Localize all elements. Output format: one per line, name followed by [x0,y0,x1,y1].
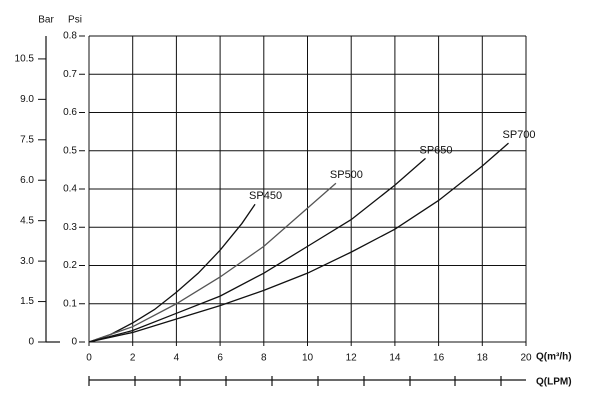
y-tick-label: 0.4 [63,184,77,195]
x2-axis-label: Q(LPM) [536,377,572,388]
y2-tick-label: 6.0 [20,175,34,186]
x-tick-label: 8 [261,353,267,364]
series-line [88,203,256,343]
x2-axis-ticks [88,376,502,386]
x-tick-label: 16 [433,353,445,364]
series-label: SP500 [330,169,363,181]
x-tick-label: 10 [302,353,314,364]
y-axis-label: Psi [68,15,82,26]
y2-tick-label: 4.5 [20,215,34,226]
x-tick-label: 6 [217,353,223,364]
y2-tick-label: 7.5 [20,134,34,145]
y2-tick-label: 1.5 [20,296,34,307]
y-tick-label: 0.6 [63,107,77,118]
series-label: SP700 [503,129,536,141]
y2-tick-label: 9.0 [20,94,34,105]
x-tick-label: 14 [389,353,401,364]
y2-axis-label: Bar [38,15,54,26]
x-tick-label: 2 [130,353,136,364]
y-tick-label: 0.7 [63,69,77,80]
y-tick-label: 0.2 [63,260,77,271]
x-tick-label: 0 [86,353,92,364]
y-tick-label: 0.8 [63,31,77,42]
x-tick-label: 18 [477,353,489,364]
y2-tick-label: 3.0 [20,256,34,267]
y2-tick-label: 10.5 [15,54,35,65]
x-tick-label: 20 [520,353,532,364]
series-line [88,142,509,343]
y-tick-label: 0.3 [63,222,77,233]
x-tick-label: 12 [346,353,358,364]
y-tick-label: 0.5 [63,145,77,156]
series-line [88,157,426,343]
series-label: SP450 [249,190,282,202]
x-tick-label: 4 [174,353,180,364]
y2-tick-label: 0 [28,337,34,348]
y-tick-label: 0.1 [63,298,77,309]
y-tick-label: 0 [71,337,77,348]
x-axis-label: Q(m³/h) [536,352,572,363]
series-label: SP650 [419,144,452,156]
series-line [88,182,337,343]
